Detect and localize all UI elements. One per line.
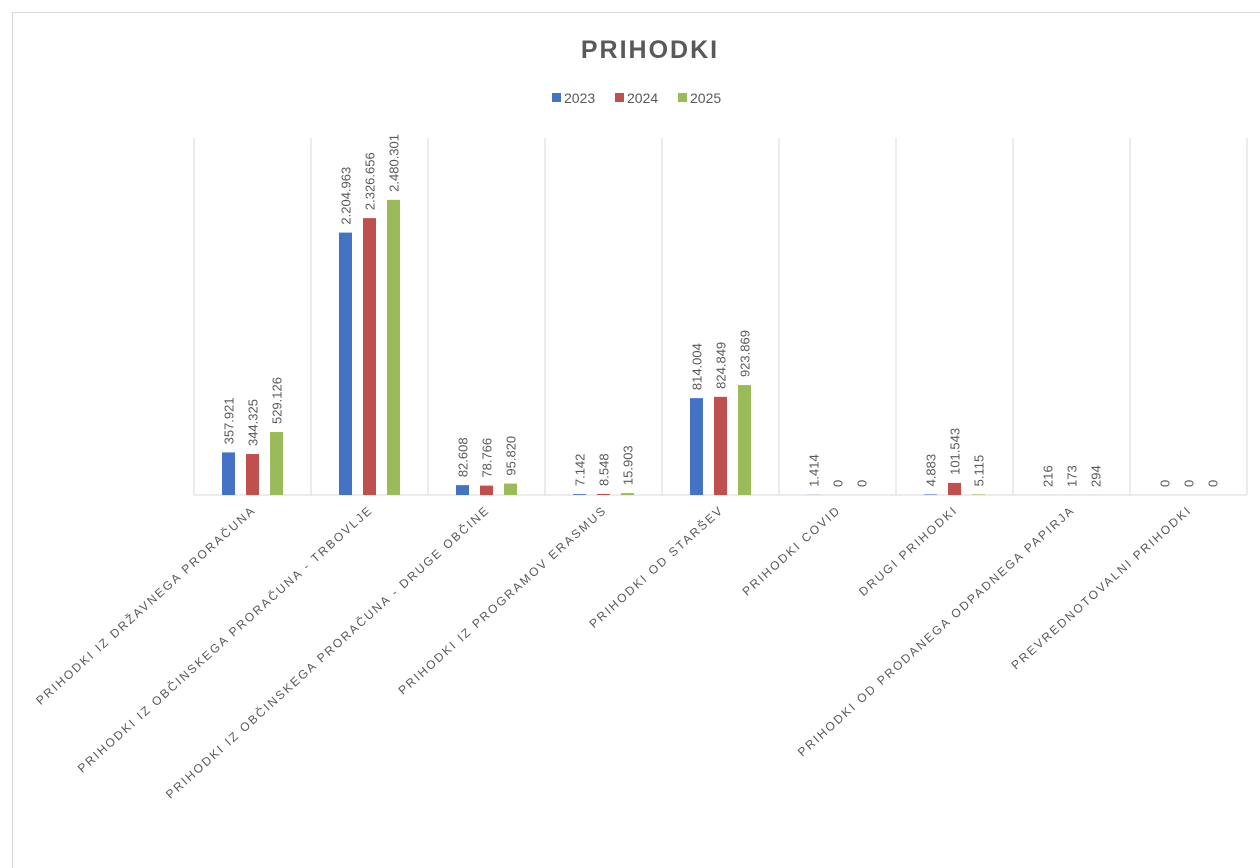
bar — [339, 232, 352, 495]
bar — [480, 485, 493, 495]
value-label: 357.921 — [222, 397, 237, 444]
value-label: 8.548 — [597, 453, 612, 486]
bar — [738, 385, 751, 495]
bar — [597, 493, 610, 495]
value-label: 15.903 — [621, 445, 636, 485]
bar — [270, 432, 283, 495]
chart-frame — [12, 12, 1260, 868]
value-label: 529.126 — [270, 377, 285, 424]
chart-title: PRIHODKI — [581, 36, 719, 64]
value-label: 814.004 — [690, 343, 705, 390]
bar — [456, 485, 469, 495]
value-label: 5.115 — [972, 455, 987, 487]
bar — [246, 454, 259, 495]
value-label: 101.543 — [948, 428, 963, 475]
value-label: 0 — [1206, 480, 1221, 487]
bar — [714, 396, 727, 495]
bar — [573, 494, 586, 495]
bar — [504, 483, 517, 495]
value-label: 2.326.656 — [363, 152, 378, 210]
bar — [972, 494, 985, 495]
bar — [690, 398, 703, 495]
bar — [621, 493, 634, 495]
value-label: 344.325 — [246, 399, 261, 446]
legend-label: 2023 — [564, 90, 595, 106]
value-label: 95.820 — [504, 436, 519, 476]
value-label: 824.849 — [714, 342, 729, 389]
legend-label: 2025 — [690, 90, 721, 106]
legend-swatch — [678, 93, 687, 102]
legend-swatch — [615, 93, 624, 102]
value-label: 923.869 — [738, 330, 753, 377]
value-label: 294 — [1089, 465, 1104, 487]
value-label: 7.142 — [573, 454, 588, 487]
value-label: 2.480.301 — [387, 134, 402, 192]
value-label: 78.766 — [480, 438, 495, 478]
value-label: 173 — [1065, 465, 1080, 487]
value-label: 0 — [1182, 480, 1197, 487]
value-label: 82.608 — [456, 437, 471, 477]
bar — [387, 199, 400, 495]
value-label: 0 — [855, 480, 870, 487]
value-label: 0 — [1158, 480, 1173, 487]
value-label: 216 — [1041, 465, 1056, 487]
value-label: 1.414 — [807, 454, 822, 487]
value-label: 0 — [831, 480, 846, 487]
legend-swatch — [552, 93, 561, 102]
value-label: 4.883 — [924, 454, 939, 487]
bar — [363, 218, 376, 495]
value-label: 2.204.963 — [339, 167, 354, 225]
bar — [948, 482, 961, 495]
legend-label: 2024 — [627, 90, 658, 106]
bar — [222, 452, 235, 495]
bar — [924, 494, 937, 495]
